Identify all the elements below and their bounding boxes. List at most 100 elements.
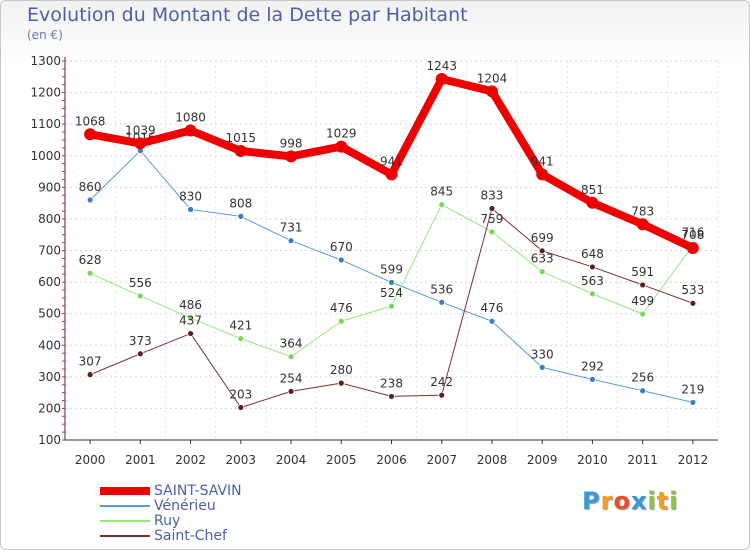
x-tick-label: 2006 — [376, 453, 407, 467]
data-point-saint-chef — [337, 379, 345, 387]
data-label-ruy: 633 — [531, 252, 554, 266]
data-label-saint-chef: 203 — [229, 387, 252, 401]
data-label-saint-chef: 242 — [430, 375, 453, 389]
data-label-saint-savin: 998 — [280, 136, 303, 150]
data-point-saint-chef — [237, 404, 245, 411]
data-label-ruy: 499 — [631, 294, 654, 308]
logo-letter: i — [647, 487, 657, 515]
y-tick-label: 300 — [38, 370, 61, 384]
data-label-v-n-rieu: 860 — [79, 180, 102, 194]
data-label-saint-chef: 591 — [631, 265, 654, 279]
x-tick-label: 2011 — [627, 453, 658, 467]
data-point-ruy — [187, 314, 194, 322]
data-point-saint-chef — [438, 391, 446, 399]
data-point-saint-chef — [589, 263, 596, 271]
legend-label: Ruy — [154, 513, 181, 529]
data-label-ruy: 759 — [481, 212, 504, 226]
x-tick-label: 2009 — [527, 453, 558, 467]
data-label-saint-chef: 533 — [681, 283, 704, 297]
logo-letter: t — [656, 487, 670, 515]
legend-swatch — [100, 505, 150, 507]
data-point-v-n-rieu — [438, 298, 446, 306]
data-label-saint-chef: 254 — [280, 371, 303, 385]
logo-letter: r — [600, 487, 614, 515]
data-point-v-n-rieu — [337, 256, 345, 264]
data-label-saint-savin: 783 — [631, 204, 654, 218]
data-point-saint-savin — [586, 196, 599, 209]
data-point-ruy — [237, 335, 245, 343]
data-point-saint-savin — [636, 218, 649, 231]
data-point-v-n-rieu — [589, 375, 596, 383]
data-point-saint-chef — [187, 330, 194, 337]
data-label-saint-savin: 1068 — [75, 114, 106, 128]
x-tick-label: 2003 — [226, 453, 257, 467]
data-point-saint-savin — [184, 124, 197, 137]
data-point-v-n-rieu — [538, 363, 546, 371]
logo-letter: o — [613, 487, 631, 515]
data-point-saint-chef — [388, 393, 395, 400]
data-label-saint-chef: 238 — [380, 376, 403, 390]
y-tick-label: 700 — [38, 244, 61, 258]
data-point-ruy — [136, 292, 144, 300]
legend-swatch — [100, 535, 150, 537]
logo-letter: x — [630, 487, 648, 515]
data-point-saint-savin — [134, 137, 147, 150]
data-label-ruy: 486 — [179, 298, 202, 312]
data-point-v-n-rieu — [187, 206, 194, 213]
x-tick-label: 2001 — [125, 453, 156, 467]
data-label-saint-savin: 941 — [380, 154, 403, 168]
data-label-saint-chef: 437 — [179, 314, 202, 328]
data-point-saint-savin — [335, 140, 348, 153]
data-label-v-n-rieu: 830 — [179, 189, 202, 203]
data-label-v-n-rieu: 536 — [430, 282, 453, 296]
data-label-saint-savin: 941 — [531, 154, 554, 168]
data-label-ruy: 628 — [79, 253, 102, 267]
y-tick-label: 600 — [38, 275, 61, 289]
data-label-ruy: 716 — [681, 225, 704, 239]
data-label-ruy: 845 — [430, 185, 453, 199]
data-point-ruy — [388, 302, 395, 310]
y-tick-label: 100 — [38, 433, 61, 447]
legend-label: SAINT-SAVIN — [154, 483, 242, 499]
legend-swatch — [100, 487, 150, 495]
logo-letter: P — [582, 487, 601, 515]
data-label-v-n-rieu: 330 — [531, 347, 554, 361]
data-label-saint-savin: 708 — [681, 228, 704, 242]
data-point-saint-chef — [488, 205, 496, 212]
x-tick-label: 2012 — [678, 453, 709, 467]
data-label-ruy: 556 — [129, 276, 152, 290]
data-point-saint-chef — [639, 281, 647, 289]
data-point-v-n-rieu — [689, 399, 697, 406]
legend-label: Saint-Chef — [154, 528, 227, 544]
data-label-saint-savin: 851 — [581, 183, 604, 197]
data-label-saint-savin: 1015 — [226, 131, 257, 145]
y-tick-label: 500 — [38, 307, 61, 321]
data-label-ruy: 421 — [229, 319, 252, 333]
data-label-ruy: 563 — [581, 274, 604, 288]
logo-letter: i — [669, 487, 679, 515]
data-label-v-n-rieu: 476 — [481, 301, 504, 315]
data-label-v-n-rieu: 731 — [280, 221, 303, 235]
data-label-v-n-rieu: 256 — [631, 371, 654, 385]
data-label-saint-savin: 1243 — [426, 59, 457, 73]
data-point-v-n-rieu — [86, 196, 94, 204]
data-point-saint-savin — [485, 85, 498, 98]
data-label-v-n-rieu: 670 — [330, 240, 353, 254]
data-point-ruy — [438, 201, 446, 209]
y-tick-label: 1000 — [30, 149, 61, 163]
chart-title: Evolution du Montant de la Dette par Hab… — [27, 4, 468, 26]
x-tick-label: 2002 — [175, 453, 206, 467]
y-tick-label: 800 — [38, 212, 61, 226]
data-point-v-n-rieu — [639, 387, 647, 395]
proxiti-logo: Proxiti — [582, 487, 678, 515]
legend-swatch — [100, 520, 150, 522]
data-point-saint-savin — [536, 168, 549, 181]
x-tick-label: 2010 — [577, 453, 608, 467]
data-point-v-n-rieu — [287, 237, 295, 245]
chart-subtitle: (en €) — [27, 28, 63, 42]
data-label-ruy: 364 — [280, 337, 303, 351]
data-point-ruy — [639, 310, 647, 318]
y-tick-label: 1200 — [30, 86, 61, 100]
data-point-ruy — [337, 317, 345, 325]
